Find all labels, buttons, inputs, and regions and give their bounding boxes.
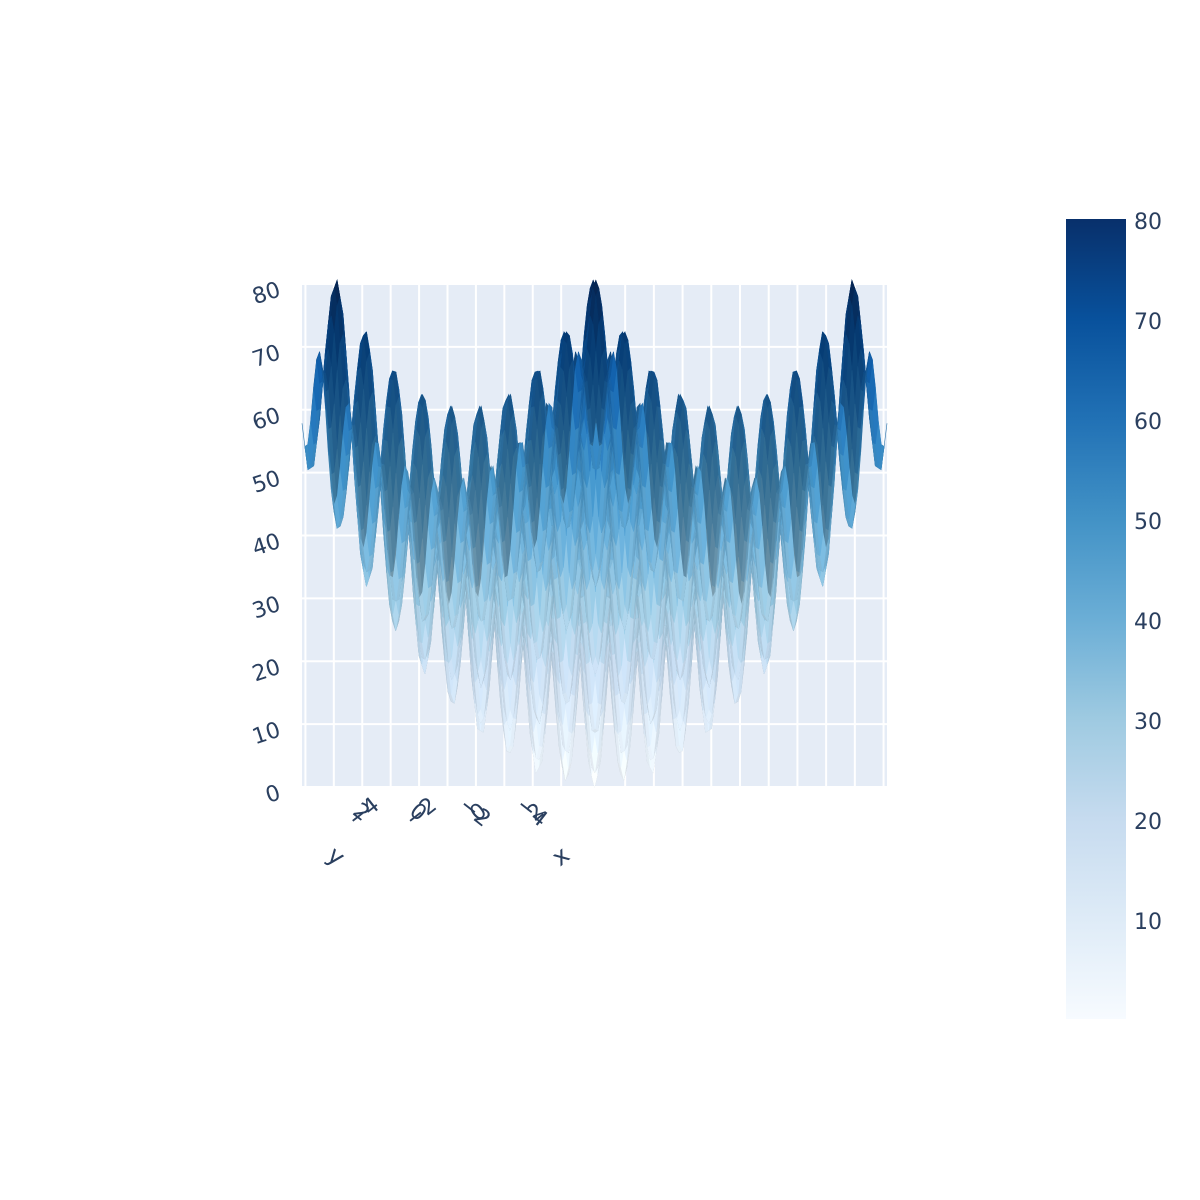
surface-plot[interactable] bbox=[301, 279, 888, 788]
